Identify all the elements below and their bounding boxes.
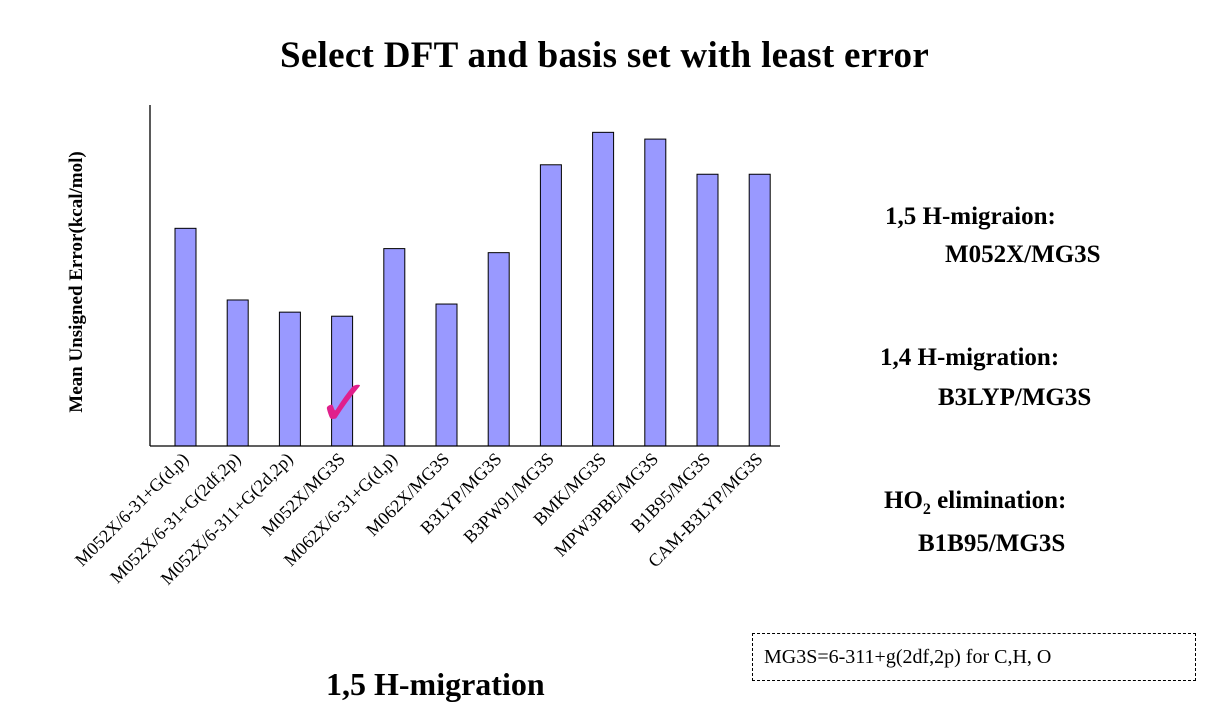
- y-tick-label: 1.5: [118, 233, 141, 253]
- bar: [748, 173, 771, 447]
- bar: [383, 248, 406, 447]
- bar: [592, 131, 615, 447]
- note-text: MG3S=6-311+g(2df,2p) for C,H, O: [764, 645, 1052, 668]
- y-tick-label: 1.0: [118, 301, 141, 321]
- annotation-15-label: 1,5 H-migraion:: [885, 203, 1056, 230]
- bar: [278, 311, 301, 447]
- y-tick-label: 2.0: [118, 166, 141, 186]
- annotation-14-label: 1,4 H-migration:: [880, 344, 1060, 371]
- chart-caption: 1,5 H-migration: [326, 666, 545, 702]
- x-tick-label: B3PW91/MG3S: [459, 449, 557, 547]
- annotation-ho2-value: B1B95/MG3S: [918, 530, 1066, 557]
- bar: [539, 164, 562, 447]
- y-tick-label: 0.0: [118, 436, 141, 456]
- ho2-subscript: 2: [922, 501, 931, 518]
- annotation-ho2-label: HO2 elimination:: [884, 488, 1066, 518]
- y-axis-title: Mean Unsigned Error(kcal/mol): [66, 151, 87, 412]
- ho2-main: HO: [884, 487, 923, 514]
- check-mark-icon: ✓: [317, 367, 371, 441]
- bar: [226, 299, 249, 447]
- y-tick-label: 0.5: [118, 368, 141, 388]
- bar: [696, 173, 719, 447]
- ho2-rest: elimination:: [930, 487, 1067, 514]
- bar: [435, 303, 458, 447]
- basis-set-note: MG3S=6-311+g(2df,2p) for C,H, O: [752, 633, 1196, 681]
- annotation-15-value: M052X/MG3S: [945, 241, 1101, 268]
- slide-title: Select DFT and basis set with least erro…: [279, 35, 930, 76]
- bar: [644, 138, 667, 447]
- y-tick-label: 2.5: [118, 98, 141, 118]
- bar: [487, 252, 510, 447]
- annotation-14-value: B3LYP/MG3S: [938, 384, 1092, 411]
- bar: [174, 227, 197, 447]
